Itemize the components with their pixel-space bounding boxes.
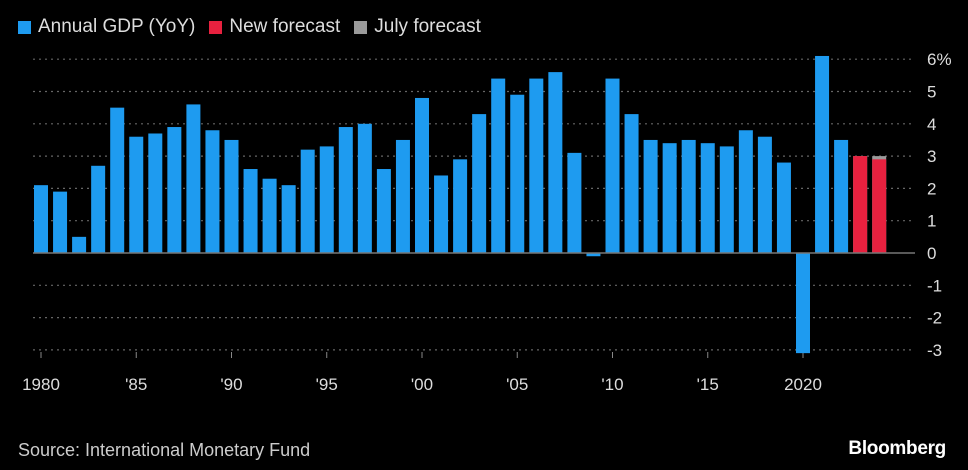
bar-1985-annual-gdp-yoy-: [129, 136, 144, 253]
legend-item-new-forecast: New forecast: [209, 16, 340, 38]
bar-1981-annual-gdp-yoy-: [53, 191, 68, 253]
legend-swatch-gray: [354, 20, 368, 34]
source-note: Source: International Monetary Fund: [18, 440, 311, 460]
bar-2009-annual-gdp-yoy-: [586, 253, 601, 257]
bar-1996-annual-gdp-yoy-: [338, 127, 353, 253]
bar-1990-annual-gdp-yoy-: [224, 139, 239, 253]
x-tick-label: '85: [125, 375, 147, 394]
bar-1992-annual-gdp-yoy-: [262, 178, 277, 253]
bar-2023-new-forecast: [853, 156, 868, 253]
x-tick-label: '95: [316, 375, 338, 394]
x-tick-label: 1980: [22, 375, 60, 394]
bar-1993-annual-gdp-yoy-: [281, 185, 296, 253]
legend-item-annual-gdp: Annual GDP (YoY): [18, 16, 195, 38]
bar-1997-annual-gdp-yoy-: [357, 123, 372, 253]
bar-1989-annual-gdp-yoy-: [205, 130, 220, 253]
bar-2010-annual-gdp-yoy-: [605, 78, 620, 253]
bar-1988-annual-gdp-yoy-: [186, 104, 201, 253]
bar-2011-annual-gdp-yoy-: [624, 114, 639, 253]
y-tick-label: 3: [927, 147, 936, 166]
y-tick-label: -1: [927, 276, 942, 295]
bar-2017-annual-gdp-yoy-: [738, 130, 753, 253]
bar-2005-annual-gdp-yoy-: [510, 94, 525, 253]
bar-1994-annual-gdp-yoy-: [300, 149, 315, 253]
bar-2021-annual-gdp-yoy-: [815, 55, 830, 253]
bar-1995-annual-gdp-yoy-: [319, 146, 334, 253]
y-tick-label: -2: [927, 309, 942, 328]
legend-label: July forecast: [374, 16, 481, 37]
bar-1980-annual-gdp-yoy-: [34, 185, 48, 253]
x-tick-label: '00: [411, 375, 433, 394]
bar-2022-annual-gdp-yoy-: [834, 139, 849, 253]
x-tick-label: '05: [506, 375, 528, 394]
bar-2019-annual-gdp-yoy-: [776, 162, 791, 253]
y-tick-label: 5: [927, 83, 936, 102]
legend-item-july-forecast: July forecast: [354, 16, 481, 38]
legend-swatch-red: [209, 20, 223, 34]
bar-1982-annual-gdp-yoy-: [72, 236, 87, 253]
bar-2001-annual-gdp-yoy-: [434, 175, 449, 253]
x-tick-label: '15: [697, 375, 719, 394]
legend-label: New forecast: [229, 16, 341, 37]
bar-1983-annual-gdp-yoy-: [91, 165, 106, 253]
legend: Annual GDP (YoY) New forecast July forec…: [18, 16, 481, 38]
bar-2002-annual-gdp-yoy-: [453, 159, 468, 253]
bar-1984-annual-gdp-yoy-: [110, 107, 125, 254]
y-tick-label: 1: [927, 212, 936, 231]
x-tick-label: 2020: [784, 375, 822, 394]
bar-2020-annual-gdp-yoy-: [796, 253, 810, 354]
bar-1998-annual-gdp-yoy-: [376, 169, 391, 253]
bar-2006-annual-gdp-yoy-: [529, 78, 544, 253]
bar-2024-new-forecast: [872, 159, 887, 253]
bar-2018-annual-gdp-yoy-: [757, 136, 772, 253]
y-tick-label: 0: [927, 244, 936, 263]
y-tick-label: 2: [927, 179, 936, 198]
bar-2016-annual-gdp-yoy-: [719, 146, 734, 253]
x-tick-label: '10: [601, 375, 623, 394]
bloomberg-logo: Bloomberg: [848, 438, 946, 459]
legend-label: Annual GDP (YoY): [38, 16, 196, 37]
bar-2007-annual-gdp-yoy-: [548, 72, 563, 254]
bar-2003-annual-gdp-yoy-: [472, 114, 487, 253]
bar-2013-annual-gdp-yoy-: [662, 143, 677, 253]
y-tick-label: 6%: [927, 50, 952, 69]
bar-1986-annual-gdp-yoy-: [148, 133, 163, 253]
bar-2008-annual-gdp-yoy-: [567, 152, 582, 253]
bar-2004-annual-gdp-yoy-: [491, 78, 506, 253]
y-tick-label: 4: [927, 115, 936, 134]
x-tick-label: '90: [220, 375, 242, 394]
legend-swatch-blue: [18, 20, 31, 34]
bar-1991-annual-gdp-yoy-: [243, 169, 258, 253]
y-tick-label: -3: [927, 341, 942, 360]
bar-2000-annual-gdp-yoy-: [415, 97, 429, 254]
bar-2015-annual-gdp-yoy-: [700, 143, 715, 253]
bar-1987-annual-gdp-yoy-: [167, 127, 182, 253]
bar-1999-annual-gdp-yoy-: [395, 139, 410, 253]
bar-2012-annual-gdp-yoy-: [643, 139, 658, 253]
bar-2014-annual-gdp-yoy-: [681, 139, 696, 253]
